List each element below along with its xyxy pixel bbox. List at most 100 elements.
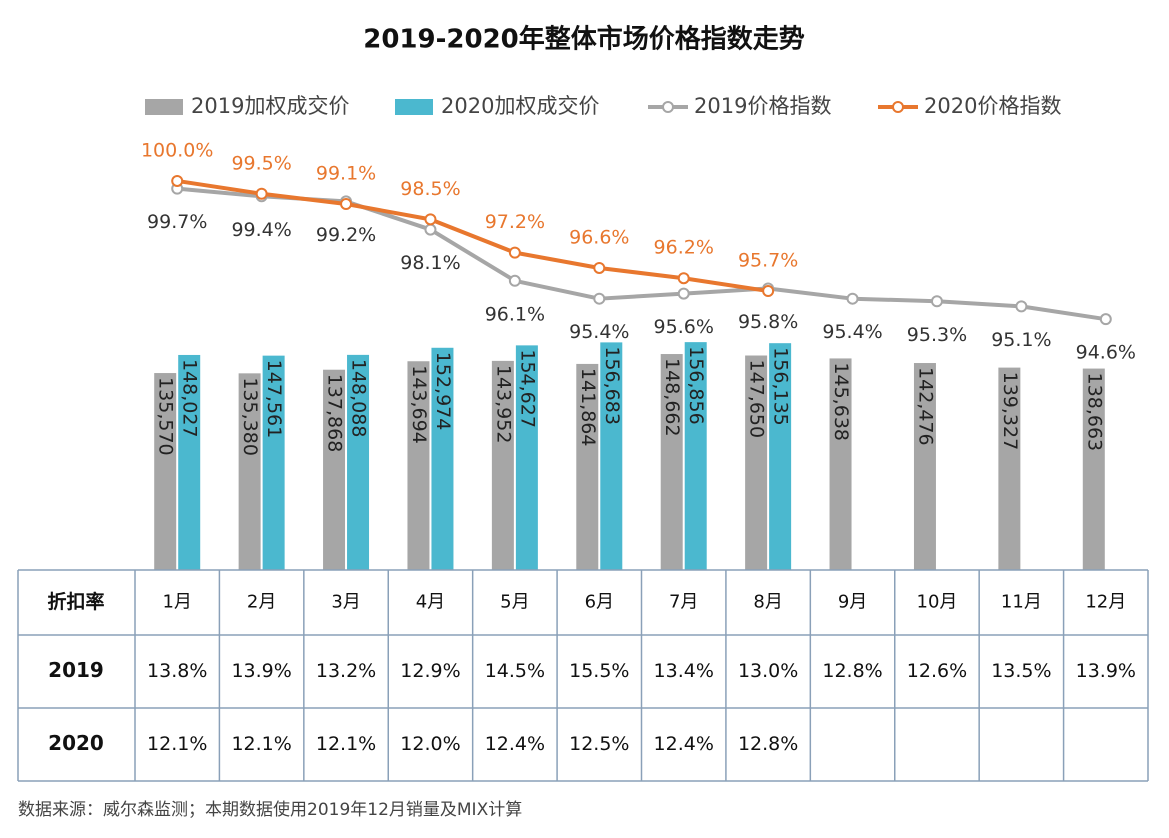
legend-marker [662,101,674,113]
table-cell: 13.0% [738,660,798,682]
bar [660,354,683,570]
bar-value-label: 145,638 [830,362,852,441]
line-marker [677,287,690,300]
bar-value-label: 141,864 [577,368,599,447]
table-cell: 13.9% [231,660,291,682]
line-value-label: 95.7% [738,250,798,272]
bar [515,345,538,570]
chart-title: 2019-2020年整体市场价格指数走势 [363,24,805,55]
bar-value-label: 148,088 [348,359,370,438]
bar-value-label: 147,650 [746,360,768,439]
table-cell: 12.8% [822,660,882,682]
line-marker [1015,300,1028,313]
line-marker [1099,313,1112,326]
bar-value-label: 143,694 [408,365,430,444]
table-cell: 12.1% [316,733,376,755]
table-cell: 12.1% [147,733,207,755]
bar [769,343,792,570]
bar-value-label: 138,663 [1083,373,1105,452]
table-column-header: 3月 [331,592,360,613]
bar-value-label: 143,952 [492,365,514,444]
legend-swatch [145,99,183,115]
bar [347,354,370,570]
table-row-label: 2020 [48,731,104,755]
table-cell: 13.4% [654,660,714,682]
line-value-label: 95.8% [738,311,798,333]
bar [178,354,201,570]
bar [576,363,599,570]
table-cell: 12.9% [400,660,460,682]
bar-value-label: 154,627 [516,349,538,428]
legend-label: 2019加权成交价 [191,94,349,118]
table-column-header: 11月 [1001,592,1042,613]
table-column-header: 7月 [669,592,698,613]
line-value-label: 99.1% [316,162,376,184]
source-note: 数据来源：威尔森监测；本期数据使用2019年12月销量及MIX计算 [18,799,522,820]
table-cell: 12.8% [738,733,798,755]
table-column-header: 12月 [1085,592,1126,613]
table-header: 折扣率 [47,590,104,613]
bar [998,367,1021,570]
bar [407,361,430,570]
table-column-header: 2月 [247,592,276,613]
bar [491,360,514,570]
line-marker [424,213,437,226]
bar-value-label: 156,856 [685,346,707,425]
bar [1082,368,1105,570]
table-column-header: 1月 [162,592,191,613]
bar [262,355,285,570]
table-cell: 12.4% [485,733,545,755]
table-cell: 14.5% [485,660,545,682]
legend-label: 2020加权成交价 [441,94,599,118]
table-cell: 12.4% [654,733,714,755]
line-value-label: 97.2% [485,211,545,233]
bar [745,355,768,570]
line-value-label: 100.0% [141,139,213,161]
line-value-label: 95.3% [907,324,967,346]
table-cell: 13.2% [316,660,376,682]
table-cell: 13.8% [147,660,207,682]
bar-value-label: 156,683 [601,346,623,425]
bar-value-label: 135,380 [239,377,261,456]
table-cell: 15.5% [569,660,629,682]
line-value-label: 99.4% [231,219,291,241]
table-row-label: 2019 [48,658,104,682]
legend-marker [892,101,904,113]
table-cell: 12.5% [569,733,629,755]
table-cell: 13.9% [1076,660,1136,682]
line-value-label: 96.1% [485,303,545,325]
line-value-label: 99.2% [316,224,376,246]
bar [684,342,707,570]
legend-label: 2019价格指数 [694,94,831,118]
line-marker [424,223,437,236]
bar-value-label: 156,135 [770,347,792,426]
bar [154,373,177,570]
line-marker [508,246,521,259]
line-marker [508,274,521,287]
table-column-header: 5月 [500,592,529,613]
table-column-header: 6月 [585,592,614,613]
bar-value-label: 152,974 [432,352,454,431]
line-marker [340,197,353,210]
line [176,178,769,293]
line-value-label: 95.1% [991,329,1051,351]
bar-value-label: 147,561 [263,360,285,439]
bar [829,358,852,570]
line [177,186,1107,322]
bar-value-label: 137,868 [324,374,346,453]
line-marker [593,261,606,274]
bar-value-label: 148,662 [661,358,683,437]
bar [431,347,454,570]
bar-value-label: 139,327 [999,372,1021,451]
line-marker [255,187,268,200]
bar-value-label: 142,476 [914,367,936,446]
bar [913,363,936,570]
line-marker [930,295,943,308]
table-column-header: 8月 [753,592,782,613]
legend-label: 2020价格指数 [924,94,1061,118]
table-cell: 12.6% [907,660,967,682]
table-cell: 12.0% [400,733,460,755]
bar-value-label: 148,027 [179,359,201,438]
legend-swatch [395,99,433,115]
bar-value-label: 135,570 [155,377,177,456]
